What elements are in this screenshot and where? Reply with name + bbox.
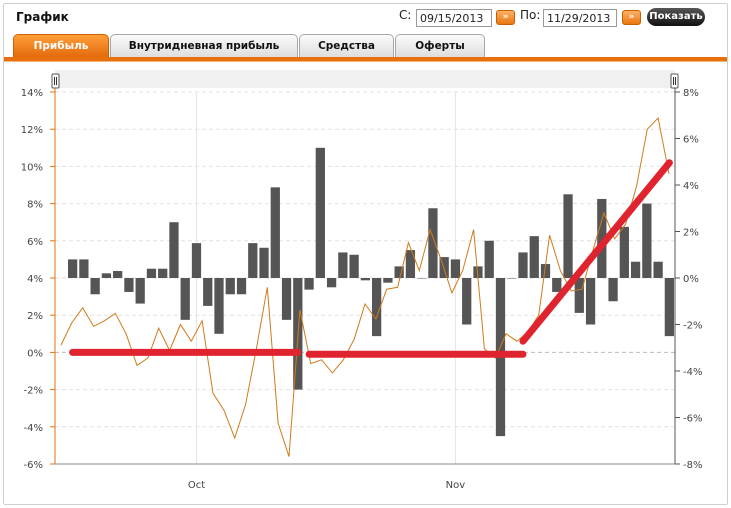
range-handle-left[interactable] [51, 73, 60, 89]
profit-bar[interactable] [135, 278, 145, 304]
profit-bar[interactable] [552, 278, 562, 292]
profit-bar[interactable] [259, 247, 269, 278]
y-left-tick-label: 8% [27, 200, 43, 211]
y-left-tick-label: -4% [24, 423, 43, 434]
profit-bar[interactable] [417, 278, 427, 279]
y-left-tick-label: 14% [21, 88, 43, 99]
profit-bar[interactable] [462, 278, 472, 325]
y-left-tick-label: 2% [27, 311, 43, 322]
profit-bar[interactable] [405, 250, 416, 278]
profit-bar[interactable] [191, 243, 202, 278]
profit-bar[interactable] [529, 236, 539, 278]
from-date-input[interactable] [416, 9, 492, 27]
profit-bar[interactable] [180, 278, 190, 320]
y-left-tick-label: 4% [27, 274, 43, 285]
y-right-tick-label: 2% [683, 228, 699, 239]
profit-bar[interactable] [428, 208, 438, 278]
window-title: График [16, 10, 69, 24]
profit-bar[interactable] [630, 261, 641, 278]
y-left-tick-label: 10% [21, 162, 43, 173]
y-right-tick-label: -2% [683, 321, 702, 332]
profit-bar[interactable] [146, 268, 157, 278]
profit-bar[interactable] [563, 194, 573, 278]
profit-bar[interactable] [236, 278, 247, 295]
profit-bar[interactable] [360, 278, 370, 281]
tab-profit[interactable]: Прибыль [13, 34, 109, 58]
profit-bar[interactable] [619, 226, 629, 278]
profit-bar[interactable] [642, 203, 652, 278]
tab-intraday-profit[interactable]: Внутридневная прибыль [110, 34, 298, 58]
y-left-tick-label: -6% [24, 460, 43, 471]
profit-bar[interactable] [372, 278, 382, 337]
y-right-tick-label: -6% [683, 414, 702, 425]
profit-bar[interactable] [540, 264, 551, 278]
profit-bar[interactable] [304, 278, 314, 290]
y-left-tick-label: -2% [24, 386, 43, 397]
tab-funds[interactable]: Средства [299, 34, 394, 58]
profit-bar[interactable] [79, 259, 89, 278]
range-scrollbar-track[interactable] [55, 70, 675, 88]
y-right-tick-label: -8% [683, 460, 702, 471]
from-date-picker-button[interactable]: » [496, 10, 515, 25]
from-label: С: [399, 8, 412, 22]
trend-marker-stroke [519, 159, 673, 345]
profit-bar[interactable] [90, 278, 100, 295]
profit-bar[interactable] [281, 278, 292, 320]
profit-bar[interactable] [315, 147, 325, 278]
y-left-tick-label: 0% [27, 348, 43, 359]
profit-bar[interactable] [608, 278, 618, 302]
profit-bar[interactable] [484, 240, 494, 278]
y-right-tick-label: 4% [683, 181, 699, 192]
profit-bar[interactable] [214, 278, 224, 334]
profit-bar[interactable] [203, 278, 213, 306]
profit-bar[interactable] [326, 278, 337, 288]
profit-bar[interactable] [248, 243, 258, 278]
y-right-tick-label: 6% [683, 135, 699, 146]
profit-bar[interactable] [349, 254, 359, 278]
profit-bar[interactable] [225, 278, 235, 295]
tab-offers[interactable]: Оферты [395, 34, 485, 58]
profit-bar[interactable] [394, 266, 404, 278]
tab-underline-highlight [4, 61, 727, 62]
profit-bar[interactable] [270, 187, 280, 278]
x-tick-label: Nov [446, 480, 466, 491]
y-right-tick-label: 8% [683, 88, 699, 99]
profit-bar[interactable] [439, 257, 449, 278]
profit-bar[interactable] [158, 268, 168, 278]
range-handle-right[interactable] [670, 73, 679, 89]
tab-underline [4, 57, 727, 61]
profit-bar[interactable] [507, 278, 517, 279]
profit-bar[interactable] [383, 278, 393, 283]
y-right-tick-label: -4% [683, 367, 702, 378]
profit-bar[interactable] [113, 271, 123, 278]
to-date-picker-button[interactable]: » [622, 10, 641, 25]
to-date-input[interactable] [543, 9, 617, 27]
profit-bar[interactable] [597, 198, 607, 278]
profit-bar[interactable] [664, 278, 674, 337]
profit-bar[interactable] [450, 259, 461, 278]
y-left-tick-label: 6% [27, 237, 43, 248]
profit-bar[interactable] [518, 252, 528, 278]
show-button[interactable]: Показать [647, 8, 705, 26]
y-right-tick-label: 0% [683, 274, 699, 285]
profit-bar[interactable] [653, 261, 663, 278]
profit-bar[interactable] [169, 222, 179, 278]
profit-bar[interactable] [68, 259, 78, 278]
profit-bar[interactable] [585, 278, 596, 325]
profit-bar[interactable] [124, 278, 134, 292]
profit-bar[interactable] [338, 252, 348, 278]
to-label: По: [520, 8, 541, 22]
profit-bar[interactable] [101, 273, 112, 278]
profit-bar[interactable] [574, 278, 584, 313]
x-tick-label: Oct [188, 480, 205, 491]
y-left-tick-label: 12% [21, 125, 43, 136]
